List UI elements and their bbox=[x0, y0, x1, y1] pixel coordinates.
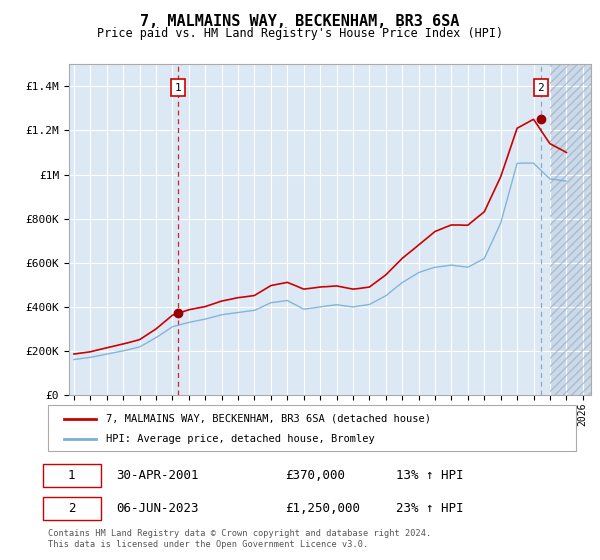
Text: 13% ↑ HPI: 13% ↑ HPI bbox=[397, 469, 464, 482]
FancyBboxPatch shape bbox=[43, 497, 101, 520]
Text: Contains HM Land Registry data © Crown copyright and database right 2024.
This d: Contains HM Land Registry data © Crown c… bbox=[48, 529, 431, 549]
Text: 7, MALMAINS WAY, BECKENHAM, BR3 6SA: 7, MALMAINS WAY, BECKENHAM, BR3 6SA bbox=[140, 14, 460, 29]
Text: 1: 1 bbox=[175, 82, 181, 92]
Text: 30-APR-2001: 30-APR-2001 bbox=[116, 469, 199, 482]
Text: HPI: Average price, detached house, Bromley: HPI: Average price, detached house, Brom… bbox=[106, 435, 375, 444]
Text: £1,250,000: £1,250,000 bbox=[286, 502, 361, 515]
Text: Price paid vs. HM Land Registry's House Price Index (HPI): Price paid vs. HM Land Registry's House … bbox=[97, 27, 503, 40]
Text: 23% ↑ HPI: 23% ↑ HPI bbox=[397, 502, 464, 515]
Text: 1: 1 bbox=[68, 469, 76, 482]
Text: 7, MALMAINS WAY, BECKENHAM, BR3 6SA (detached house): 7, MALMAINS WAY, BECKENHAM, BR3 6SA (det… bbox=[106, 414, 431, 424]
Bar bbox=[550, 64, 591, 395]
FancyBboxPatch shape bbox=[48, 405, 576, 451]
Text: 06-JUN-2023: 06-JUN-2023 bbox=[116, 502, 199, 515]
Text: £370,000: £370,000 bbox=[286, 469, 346, 482]
Text: 2: 2 bbox=[538, 82, 544, 92]
FancyBboxPatch shape bbox=[43, 464, 101, 487]
Bar bbox=[550, 64, 591, 395]
Text: 2: 2 bbox=[68, 502, 76, 515]
